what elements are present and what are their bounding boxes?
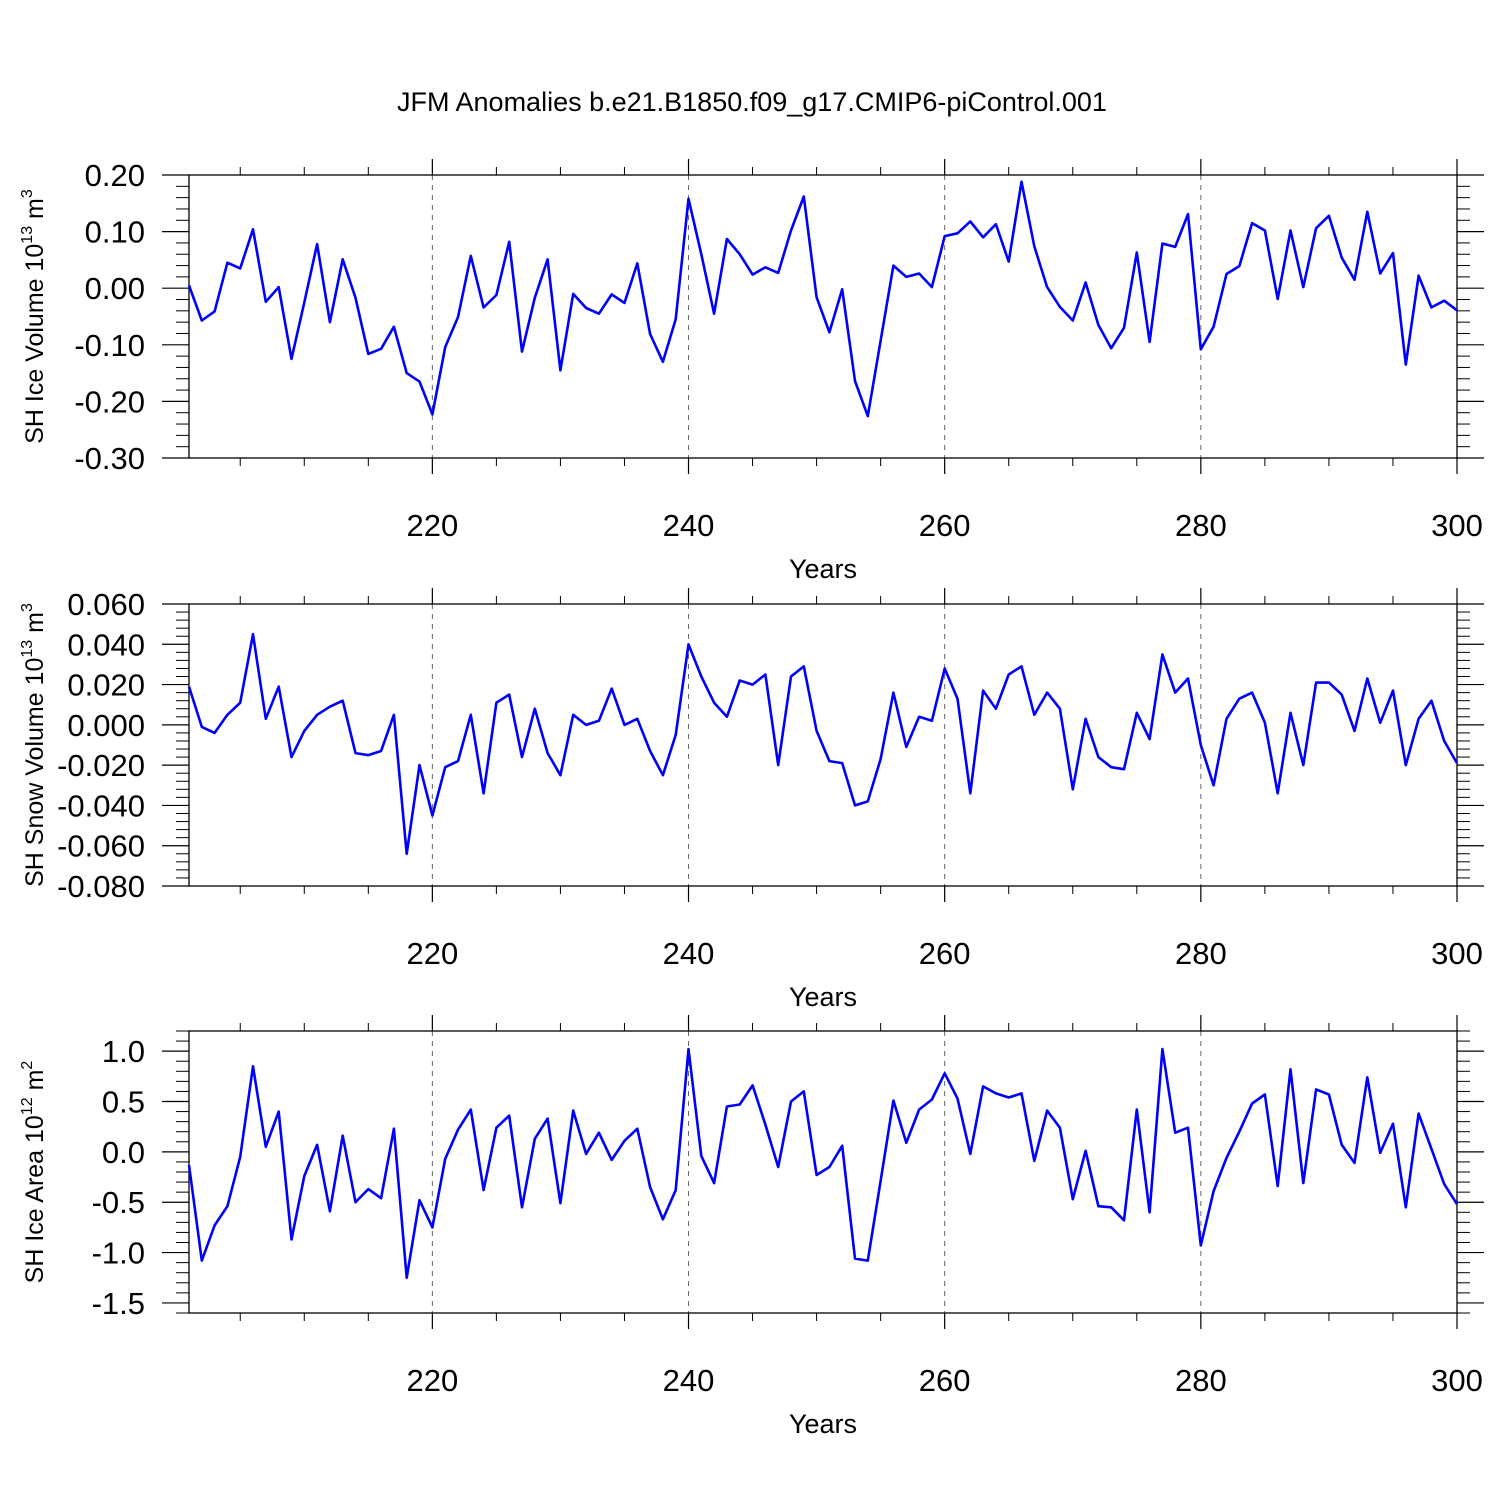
y-tick-label: 1.0 — [102, 1034, 145, 1069]
plot-frame — [188, 174, 1458, 459]
y-tick-label: 0.060 — [67, 587, 145, 622]
y-tick-label: -1.0 — [92, 1236, 145, 1271]
x-tick-label: 300 — [1431, 508, 1483, 543]
y-tick-label: -0.060 — [57, 829, 145, 864]
x-tick-label: 240 — [663, 1363, 715, 1398]
y-tick-label: 0.0 — [102, 1135, 145, 1170]
chart-panel-3: 220 240 260 280 300 -1.5 -1.0 -0.5 0.0 0.5 1.0 Year… — [19, 1015, 1484, 1439]
chart-panel-2: 220 240 260 280 300 -0.080 -0.060 -0.040 -0.020 0… — [19, 587, 1484, 1012]
y-tick-label: 0.20 — [85, 158, 145, 193]
y-tick-label: 0.020 — [67, 668, 145, 703]
x-tick-label: 240 — [663, 936, 715, 971]
x-tick-label: 220 — [406, 936, 458, 971]
x-tick-label: 260 — [919, 1363, 971, 1398]
y-tick-label: 0.5 — [102, 1085, 145, 1120]
x-tick-label: 220 — [406, 1363, 458, 1398]
series-line — [187, 180, 1458, 418]
y-tick-label: -0.020 — [57, 748, 145, 783]
chart-title: JFM Anomalies b.e21.B1850.f09_g17.CMIP6-… — [397, 87, 1107, 117]
y-tick-label: -0.5 — [92, 1185, 145, 1220]
x-tick-label: 300 — [1431, 1363, 1483, 1398]
y-tick-label: -0.30 — [74, 441, 145, 476]
y-tick-label: 0.040 — [67, 627, 145, 662]
y-tick-label: -0.20 — [74, 384, 145, 419]
x-tick-label: 260 — [919, 508, 971, 543]
x-tick-label: 280 — [1175, 936, 1227, 971]
x-tick-label: 240 — [663, 508, 715, 543]
plot-frame — [188, 603, 1458, 887]
y-axis-label: SH Ice Volume 1013 m3 — [19, 189, 49, 444]
y-tick-label: -1.5 — [92, 1286, 145, 1321]
series-line — [187, 632, 1459, 856]
x-tick-label: 300 — [1431, 936, 1483, 971]
y-tick-label: -0.040 — [57, 788, 145, 823]
x-tick-label: 260 — [919, 936, 971, 971]
y-axis-label: SH Ice Area 1012 m2 — [19, 1061, 49, 1284]
y-tick-label: 0.00 — [85, 271, 145, 306]
y-axis-label: SH Snow Volume 1013 m3 — [19, 603, 49, 887]
x-axis-label: Years — [789, 1409, 857, 1439]
y-tick-label: 0.10 — [85, 215, 145, 250]
y-tick-label: -0.080 — [57, 869, 145, 904]
x-axis-label: Years — [789, 554, 857, 584]
x-tick-label: 280 — [1175, 508, 1227, 543]
y-tick-label: 0.000 — [67, 708, 145, 743]
x-tick-label: 220 — [406, 508, 458, 543]
x-axis-label: Years — [789, 982, 857, 1012]
series-line — [187, 1047, 1459, 1280]
x-tick-label: 280 — [1175, 1363, 1227, 1398]
y-tick-label: -0.10 — [74, 328, 145, 363]
chart-panel-1: 220 240 260 280 300 -0.30 -0.20 -0.10 0.00 0.10 0.… — [19, 158, 1484, 584]
